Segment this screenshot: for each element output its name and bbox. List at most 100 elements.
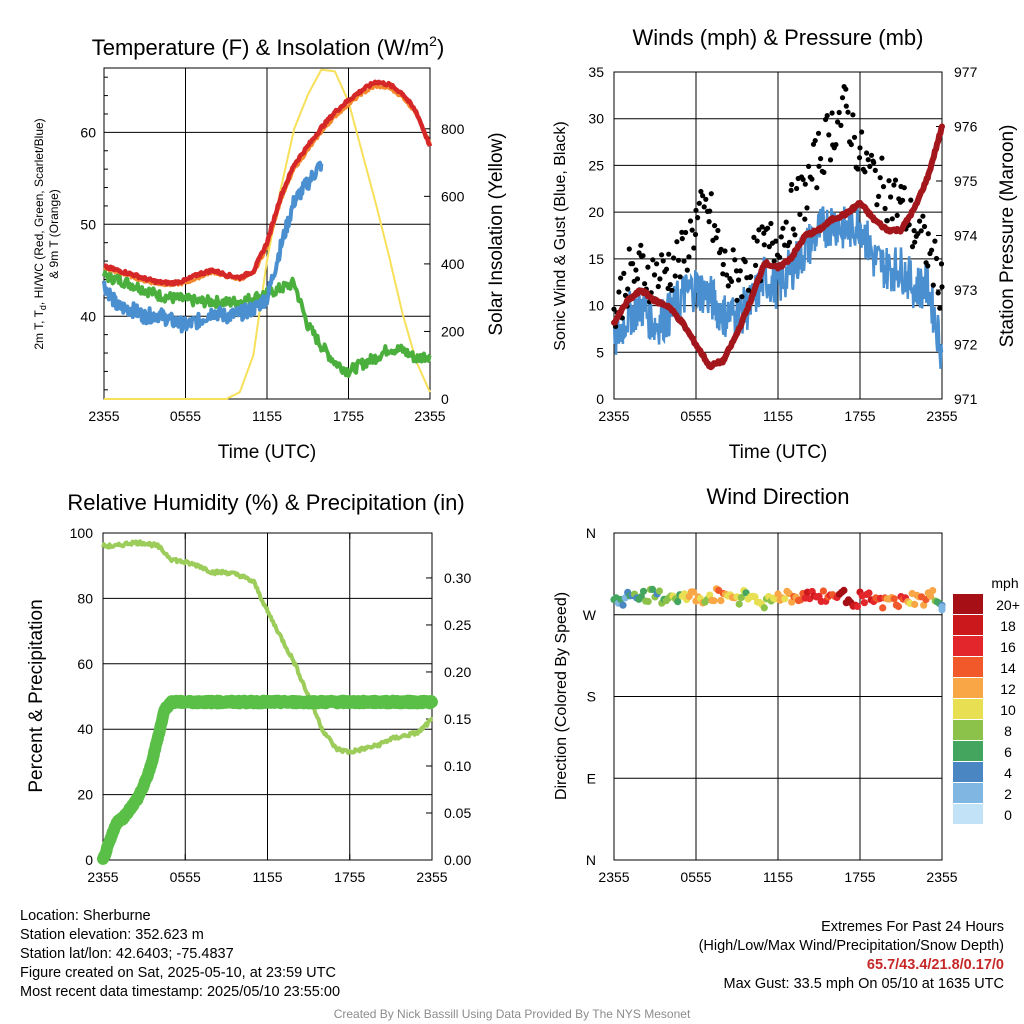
gust-point [630, 261, 636, 267]
gust-point [732, 257, 738, 263]
gust-point [865, 157, 871, 163]
gust-point [816, 163, 822, 169]
gust-point [638, 242, 644, 248]
gust-point [733, 268, 740, 274]
rh-y2tick-label: 0.20 [444, 664, 471, 680]
gust-point [850, 112, 856, 118]
gust-point [625, 286, 631, 292]
wind-ylabel: Sonic Wind & Gust (Blue, Black) [552, 121, 569, 350]
direction-point [689, 588, 698, 596]
dir-ytick-label: N [586, 852, 596, 868]
rh-title: Relative Humidity (%) & Precipitation (i… [67, 490, 464, 515]
temp-insolation-line [104, 68, 431, 400]
direction-point [853, 602, 862, 611]
gust-point [645, 264, 651, 270]
gust-point [857, 145, 863, 151]
gust-point [666, 251, 672, 257]
direction-point [674, 598, 682, 606]
gust-point [821, 169, 827, 175]
gust-point [748, 274, 754, 280]
wind-y2tick-label: 971 [954, 391, 978, 407]
temperature-panel: Temperature (F) & Insolation (W/m2) 2355… [32, 33, 507, 463]
gust-point [933, 255, 940, 262]
gust-point [838, 122, 844, 128]
direction-point [929, 587, 937, 595]
gust-point [925, 231, 931, 237]
wind-y2tick-label: 975 [954, 173, 978, 189]
gust-point [713, 235, 719, 241]
temp-wind_chill-line [102, 160, 324, 334]
gust-point [700, 193, 706, 199]
legend-swatch [953, 762, 983, 782]
recent-timestamp: Most recent data timestamp: 2025/05/10 2… [20, 984, 341, 1000]
wind-y2tick-label: 973 [954, 282, 978, 298]
gust-point [683, 229, 689, 236]
gust-point [874, 202, 880, 208]
temp-xtick-label: 0555 [170, 408, 201, 424]
gust-point [859, 129, 865, 135]
dir-ytick-label: E [587, 770, 596, 786]
gust-point [698, 188, 704, 195]
rh-y2tick-label: 0.15 [444, 711, 471, 727]
temp-t2m-line [102, 79, 433, 287]
temp-title: Temperature (F) & Insolation (W/m2) [92, 33, 445, 60]
gust-point [780, 225, 786, 231]
gust-point [761, 242, 767, 248]
gust-point [917, 218, 923, 224]
gust-point [722, 248, 728, 254]
station-info: Location: Sherburne Station elevation: 3… [20, 907, 340, 1002]
wind-ytick-label: 15 [588, 251, 604, 267]
gust-point [640, 253, 646, 259]
gust-point [836, 109, 842, 116]
gust-point [790, 226, 796, 232]
gust-point [712, 223, 718, 229]
gust-point [937, 305, 943, 311]
temp-ytick-label: 60 [80, 124, 96, 140]
legend-label: 8 [1004, 723, 1012, 739]
legend-label: 2 [1004, 786, 1012, 802]
rh-ytick-label: 100 [70, 525, 94, 541]
direction-point [710, 597, 718, 605]
wind-y2tick-label: 972 [954, 337, 978, 353]
station-elevation: Station elevation: 352.623 m [20, 927, 204, 943]
wind-ytick-label: 25 [588, 157, 604, 173]
gust-point [657, 276, 663, 282]
gust-point [800, 176, 806, 183]
gust-point [759, 224, 765, 230]
gust-point [872, 167, 878, 173]
gust-point [889, 216, 895, 222]
gust-point [715, 227, 721, 234]
legend-swatch [953, 720, 983, 740]
direction-point [760, 604, 768, 612]
gust-point [843, 103, 849, 109]
gust-point [802, 216, 808, 222]
gust-point [818, 156, 824, 162]
gust-point [925, 263, 931, 269]
gust-point [667, 282, 673, 288]
rh-y2tick-label: 0.30 [444, 570, 471, 586]
legend-label: 4 [1004, 765, 1012, 781]
gust-point [783, 219, 789, 225]
dir-xtick-label: 2355 [926, 869, 957, 885]
direction-point [926, 592, 935, 600]
gust-point [679, 236, 685, 242]
rh-xtick-label: 2355 [87, 869, 118, 885]
extremes-subheading: (High/Low/Max Wind/Precipitation/Snow De… [698, 938, 1004, 954]
temp-y2tick-label: 600 [441, 188, 465, 204]
gust-point [663, 266, 670, 272]
gust-point [911, 228, 917, 234]
direction-point [717, 597, 725, 605]
gust-point [739, 294, 745, 300]
gust-point [654, 261, 660, 267]
gust-point [650, 257, 656, 263]
gust-point [736, 277, 742, 283]
gust-point [695, 215, 701, 221]
station-location: Location: Sherburne [20, 908, 151, 924]
temp-ytick-label: 40 [80, 308, 96, 324]
dir-xtick-label: 1155 [763, 869, 793, 885]
rh-y2tick-label: 0.10 [444, 758, 471, 774]
gust-point [674, 239, 680, 245]
gust-point [938, 261, 945, 267]
gust-point [766, 244, 772, 250]
